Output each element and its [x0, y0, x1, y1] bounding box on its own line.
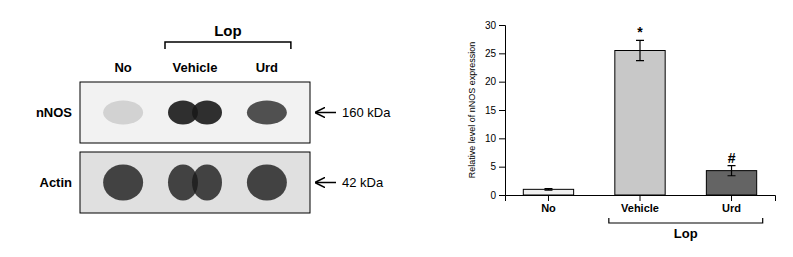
x-tick-mark — [640, 195, 641, 201]
blot-band — [192, 101, 222, 125]
x-tick: Vehicle — [621, 195, 659, 214]
y-tick-mark — [499, 53, 505, 54]
y-tick-label: 5 — [490, 161, 496, 172]
group-bracket — [609, 218, 763, 223]
y-axis-title: Relative level of nNOS expression — [467, 42, 477, 179]
y-tick-mark — [499, 138, 505, 139]
blot-row-label: nNOS — [36, 105, 72, 120]
blot-band — [247, 101, 287, 125]
y-tick-label: 15 — [485, 105, 497, 116]
blot-group-label: Lop — [214, 22, 242, 39]
blot-group-bracket — [165, 42, 291, 49]
blot-band — [247, 165, 287, 201]
bar — [523, 189, 573, 195]
error-bar — [544, 188, 552, 190]
bar-panel: 0 5 10 15 20 25 30 No Vehicle Urd Relative level o… — [467, 20, 776, 241]
y-tick: 30 — [485, 20, 505, 31]
y-tick-label: 25 — [485, 48, 497, 59]
x-tick-label: Urd — [722, 202, 741, 214]
group-label: Lop — [674, 226, 698, 241]
y-tick-label: 0 — [490, 190, 496, 201]
significance-mark: # — [728, 150, 736, 166]
blot-column-label: Vehicle — [173, 60, 218, 75]
error-bar — [728, 166, 736, 176]
y-axis: 0 5 10 15 20 25 30 — [485, 20, 506, 201]
blot-panel: nNOS 160 kDa Actin 42 kDa No Vehicle Urd Lop — [36, 22, 391, 213]
blot-size-label: 160 kDa — [342, 105, 391, 120]
blot-size-label: 42 kDa — [342, 175, 384, 190]
y-tick-label: 30 — [485, 20, 497, 31]
y-tick-mark — [499, 110, 505, 111]
blot-band — [192, 165, 222, 201]
y-tick-mark — [499, 82, 505, 83]
x-tick-mark — [731, 195, 732, 201]
y-tick: 5 — [490, 161, 505, 172]
bar — [615, 51, 665, 196]
y-tick: 0 — [490, 190, 505, 201]
y-axis-line — [499, 26, 506, 196]
y-tick-label: 10 — [485, 133, 497, 144]
y-tick-mark — [499, 195, 505, 196]
blot-arrow — [316, 182, 336, 184]
y-tick: 25 — [485, 48, 505, 59]
x-tick-label: No — [541, 202, 556, 214]
y-tick-mark — [499, 25, 505, 26]
blot-band — [103, 165, 143, 201]
y-tick-mark — [499, 167, 505, 168]
x-tick: Urd — [722, 195, 741, 214]
blot-box — [80, 82, 310, 143]
x-axis-line — [506, 196, 776, 202]
blot-band — [103, 101, 143, 125]
y-tick-label: 20 — [485, 76, 497, 87]
blot-row-label: Actin — [40, 175, 73, 190]
x-tick: No — [541, 195, 556, 214]
blot-column-label: No — [114, 60, 131, 75]
x-tick-label: Vehicle — [621, 202, 659, 214]
y-tick: 15 — [485, 105, 505, 116]
blot-box — [80, 152, 310, 213]
y-tick: 20 — [485, 76, 505, 87]
error-bar — [636, 40, 644, 60]
x-tick-mark — [548, 195, 549, 201]
y-tick: 10 — [485, 133, 505, 144]
blot-column-label: Urd — [256, 60, 278, 75]
plot-area — [523, 40, 756, 195]
x-axis: No Vehicle Urd — [506, 195, 776, 214]
significance-mark: * — [637, 24, 643, 40]
blot-arrow — [316, 112, 336, 114]
